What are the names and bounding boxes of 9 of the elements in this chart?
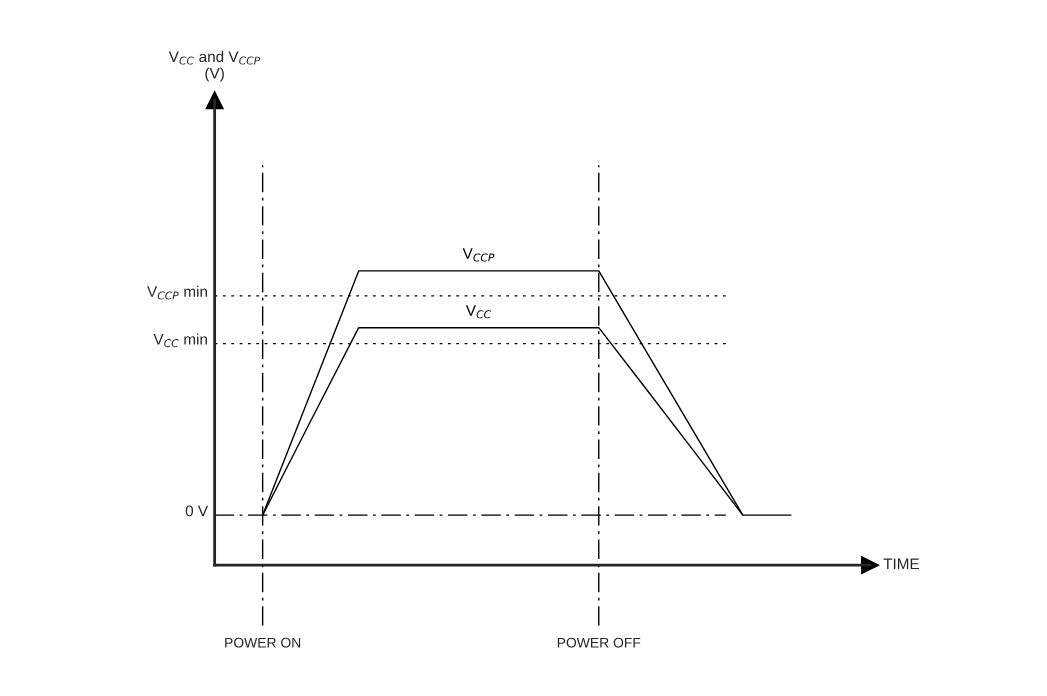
ref-line-label: V$_{CC}$ min bbox=[153, 333, 207, 348]
x-tick-label: POWER OFF bbox=[557, 637, 641, 648]
series-label: V$_{CC}$ bbox=[465, 305, 492, 319]
series-label: V$_{CCP}$ bbox=[462, 248, 495, 262]
ref-line-label: V$_{CCP}$ min bbox=[147, 285, 207, 300]
x-tick-label: POWER ON bbox=[225, 637, 301, 648]
ref-line-label: 0 V bbox=[185, 505, 209, 517]
text: V$_{CC}$ and V$_{CCP}$ (V) bbox=[168, 50, 261, 82]
x-axis-title: TIME bbox=[883, 558, 919, 570]
